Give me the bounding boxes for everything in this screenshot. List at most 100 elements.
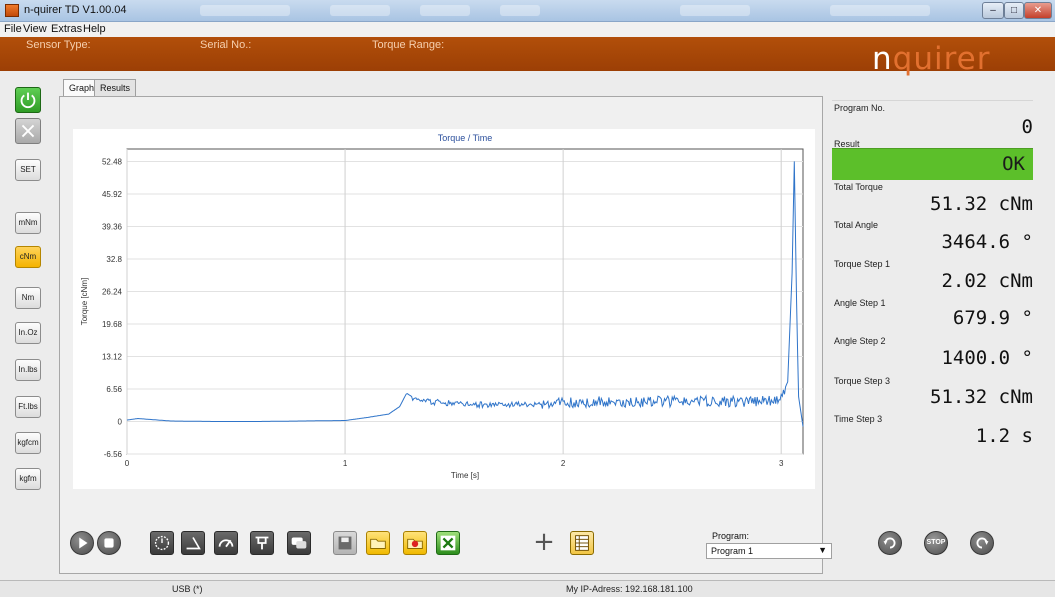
stop-record-button[interactable] — [97, 531, 121, 555]
delete-file-icon — [407, 538, 423, 549]
table-button[interactable] — [570, 531, 594, 555]
gauge-button[interactable] — [214, 531, 238, 555]
rotate-ccw-button[interactable] — [970, 531, 994, 555]
x-tick-label: 3 — [779, 459, 784, 468]
open-folder-button[interactable] — [366, 531, 390, 555]
unit-nm-button[interactable]: Nm — [15, 287, 41, 309]
unit-inoz-button[interactable]: In.Oz — [15, 322, 41, 344]
angle-step1-label: Angle Step 1 — [834, 298, 886, 308]
chart-title: Torque / Time — [438, 133, 493, 143]
angle-icon — [186, 537, 201, 550]
unit-inlbs-button[interactable]: In.lbs — [15, 359, 41, 381]
tab-results[interactable]: Results — [94, 79, 137, 96]
close-icon: ✕ — [1033, 5, 1043, 16]
total-torque-label: Total Torque — [834, 182, 883, 192]
time-step3-value: 1.2 s — [975, 425, 1033, 447]
power-button[interactable] — [15, 87, 41, 113]
taskbar-blur — [420, 5, 470, 16]
taskbar-blur — [830, 5, 930, 16]
stop-icon: STOP — [926, 539, 946, 546]
minimize-button[interactable]: – — [982, 2, 1004, 19]
close-button[interactable]: ✕ — [1024, 2, 1052, 19]
result-status-box: OK — [832, 148, 1033, 180]
save-button[interactable] — [333, 531, 357, 555]
serial-no-label: Serial No.: — [200, 39, 252, 51]
set-button[interactable]: SET — [15, 159, 41, 181]
torque-step1-label: Torque Step 1 — [834, 259, 891, 269]
brand-logo: nquirer — [872, 44, 990, 75]
unit-ftlbs-button[interactable]: Ft.lbs — [15, 396, 41, 418]
torque-time-chart: -6.5606.5613.1219.6826.2432.839.3645.925… — [80, 133, 804, 480]
program-no-label: Program No. — [834, 103, 886, 113]
x-icon — [21, 124, 35, 138]
program-select[interactable]: Program 1 ▼ — [706, 543, 832, 559]
x-tick-label: 0 — [125, 459, 130, 468]
chevron-down-icon: ▼ — [818, 545, 827, 555]
logo-mark: n — [872, 41, 893, 77]
logo-word: quirer — [892, 41, 991, 77]
rotate-cw-button[interactable] — [878, 531, 902, 555]
unit-kgfm-button[interactable]: kgfm — [15, 468, 41, 490]
y-tick-label: -6.56 — [104, 450, 123, 459]
torque-step3-value: 51.32 cNm — [930, 386, 1033, 408]
device-info-bar: Sensor Type: Serial No.: Torque Range: — [0, 37, 1055, 71]
chart-area: -6.56 0 6.56 13.12 19.68 26.24 32.8 39.36 45.92 5… — [73, 129, 815, 489]
fixture-icon — [255, 536, 269, 550]
y-tick-label: 13.12 — [102, 352, 123, 361]
excel-export-icon — [440, 535, 456, 551]
angle-step1-value: 679.9 ° — [952, 307, 1033, 329]
crosshair-button[interactable]: + — [532, 529, 556, 555]
stop-record-icon — [104, 538, 114, 548]
total-angle-label: Total Angle — [834, 220, 879, 230]
y-tick-label: 39.36 — [102, 222, 123, 231]
x-tick-label: 1 — [343, 459, 348, 468]
gauge-icon — [218, 539, 234, 548]
menu-view[interactable]: View — [23, 23, 47, 35]
time-step3-label: Time Step 3 — [834, 414, 883, 424]
table-icon — [575, 535, 589, 551]
total-angle-value: 3464.6 ° — [941, 231, 1033, 253]
y-axis-label: Torque [cNm] — [80, 278, 89, 326]
angle-step2-value: 1400.0 ° — [941, 347, 1033, 369]
cancel-button[interactable] — [15, 118, 41, 144]
menu-file[interactable]: File — [4, 23, 22, 35]
y-tick-label: 0 — [118, 417, 123, 426]
y-tick-label: 45.92 — [102, 190, 123, 199]
unit-cnm-button[interactable]: cNm — [15, 246, 41, 268]
fixture-button[interactable] — [250, 531, 274, 555]
angle-button[interactable] — [181, 531, 205, 555]
angle-step2-label: Angle Step 2 — [834, 336, 886, 346]
maximize-button[interactable]: □ — [1004, 2, 1024, 19]
delete-file-button[interactable] — [403, 531, 427, 555]
power-icon — [20, 92, 36, 109]
menu-help[interactable]: Help — [83, 23, 106, 35]
sensor-type-label: Sensor Type: — [26, 39, 91, 51]
y-tick-label: 32.8 — [106, 255, 122, 264]
rotate-ccw-icon — [976, 537, 989, 549]
status-bar: USB (*) My IP-Adress: 192.168.181.100 — [0, 580, 1055, 597]
menu-extras[interactable]: Extras — [51, 23, 83, 35]
result-separator — [832, 100, 1033, 101]
play-button[interactable] — [70, 531, 94, 555]
app-icon — [5, 4, 19, 17]
taskbar-blur — [330, 5, 390, 16]
timer-icon — [154, 535, 170, 551]
torque-series-line — [126, 161, 804, 427]
program-select-value: Program 1 — [711, 546, 754, 556]
result-label: Result — [834, 139, 860, 149]
window-titlebar: n-quirer TD V1.00.04 – □ ✕ — [0, 0, 1055, 22]
connection-status: USB (*) — [172, 584, 203, 594]
taskbar-blur — [200, 5, 290, 16]
y-tick-label: 19.68 — [102, 320, 123, 329]
total-torque-value: 51.32 cNm — [930, 193, 1033, 215]
maximize-icon: □ — [1010, 5, 1018, 16]
excel-export-button[interactable] — [436, 531, 460, 555]
chat-button[interactable] — [287, 531, 311, 555]
stop-button[interactable]: STOP — [924, 531, 948, 555]
unit-mnm-button[interactable]: mNm — [15, 212, 41, 234]
timer-button[interactable] — [150, 531, 174, 555]
torque-step1-value: 2.02 cNm — [941, 270, 1033, 292]
menu-bar: File View Extras Help — [0, 22, 1055, 37]
unit-kgfcm-button[interactable]: kgfcm — [15, 432, 41, 454]
y-tick-label: 26.24 — [102, 287, 123, 296]
